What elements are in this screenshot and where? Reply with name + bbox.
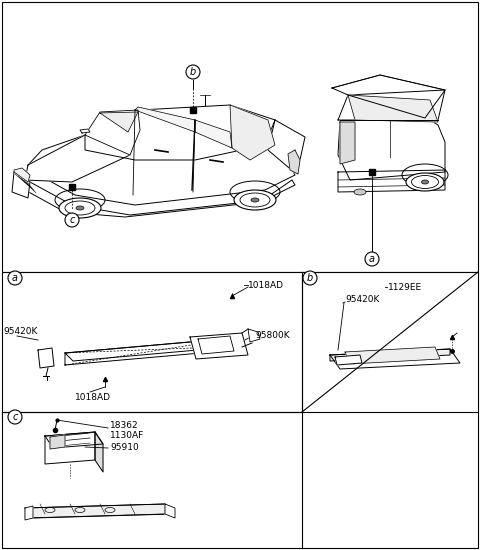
Polygon shape	[45, 432, 95, 464]
Text: c: c	[69, 215, 75, 225]
Polygon shape	[95, 432, 103, 472]
Polygon shape	[190, 333, 248, 359]
Text: 95800K: 95800K	[255, 331, 289, 339]
Polygon shape	[340, 122, 355, 164]
Polygon shape	[288, 150, 300, 174]
Polygon shape	[348, 95, 438, 122]
Text: 18362: 18362	[110, 421, 139, 431]
Polygon shape	[25, 180, 295, 217]
Text: a: a	[369, 254, 375, 264]
Polygon shape	[330, 349, 450, 361]
Polygon shape	[165, 504, 175, 518]
Polygon shape	[25, 506, 33, 520]
Polygon shape	[14, 168, 30, 182]
Polygon shape	[25, 135, 135, 182]
Circle shape	[8, 271, 22, 285]
Ellipse shape	[421, 180, 429, 184]
Polygon shape	[338, 120, 445, 180]
Text: b: b	[190, 67, 196, 77]
Polygon shape	[335, 355, 362, 365]
Polygon shape	[85, 105, 275, 160]
Polygon shape	[330, 349, 460, 369]
Circle shape	[65, 213, 79, 227]
Polygon shape	[332, 75, 445, 118]
Text: 1018AD: 1018AD	[75, 393, 111, 402]
Polygon shape	[345, 347, 440, 364]
Polygon shape	[38, 348, 54, 368]
Ellipse shape	[76, 206, 84, 210]
Polygon shape	[25, 504, 173, 518]
Polygon shape	[85, 110, 140, 155]
Text: 95910: 95910	[110, 443, 139, 453]
Polygon shape	[65, 338, 235, 365]
Polygon shape	[248, 329, 260, 342]
Polygon shape	[45, 432, 103, 448]
Bar	[2, 272, 478, 548]
Circle shape	[8, 410, 22, 424]
Text: 1018AD: 1018AD	[248, 280, 284, 289]
Polygon shape	[268, 120, 305, 173]
Polygon shape	[12, 172, 30, 198]
Text: c: c	[12, 412, 18, 422]
Text: 1130AF: 1130AF	[110, 432, 144, 441]
Polygon shape	[25, 504, 165, 518]
Polygon shape	[338, 170, 445, 192]
Polygon shape	[195, 120, 232, 148]
Ellipse shape	[234, 190, 276, 210]
Text: b: b	[307, 273, 313, 283]
Ellipse shape	[354, 189, 366, 195]
Circle shape	[186, 65, 200, 79]
Polygon shape	[198, 336, 234, 354]
Ellipse shape	[251, 198, 259, 202]
Polygon shape	[230, 105, 275, 160]
Text: 95420K: 95420K	[3, 327, 37, 337]
Text: a: a	[12, 273, 18, 283]
Polygon shape	[50, 435, 65, 449]
Polygon shape	[65, 338, 243, 361]
Polygon shape	[80, 129, 90, 133]
Ellipse shape	[406, 173, 444, 191]
Text: 95420K: 95420K	[345, 295, 379, 305]
Text: 1129EE: 1129EE	[388, 283, 422, 293]
Polygon shape	[135, 107, 195, 132]
Bar	[2, 2, 478, 272]
Ellipse shape	[59, 198, 101, 218]
Polygon shape	[28, 132, 295, 205]
Circle shape	[303, 271, 317, 285]
Circle shape	[365, 252, 379, 266]
Polygon shape	[338, 90, 445, 120]
Polygon shape	[100, 112, 138, 132]
